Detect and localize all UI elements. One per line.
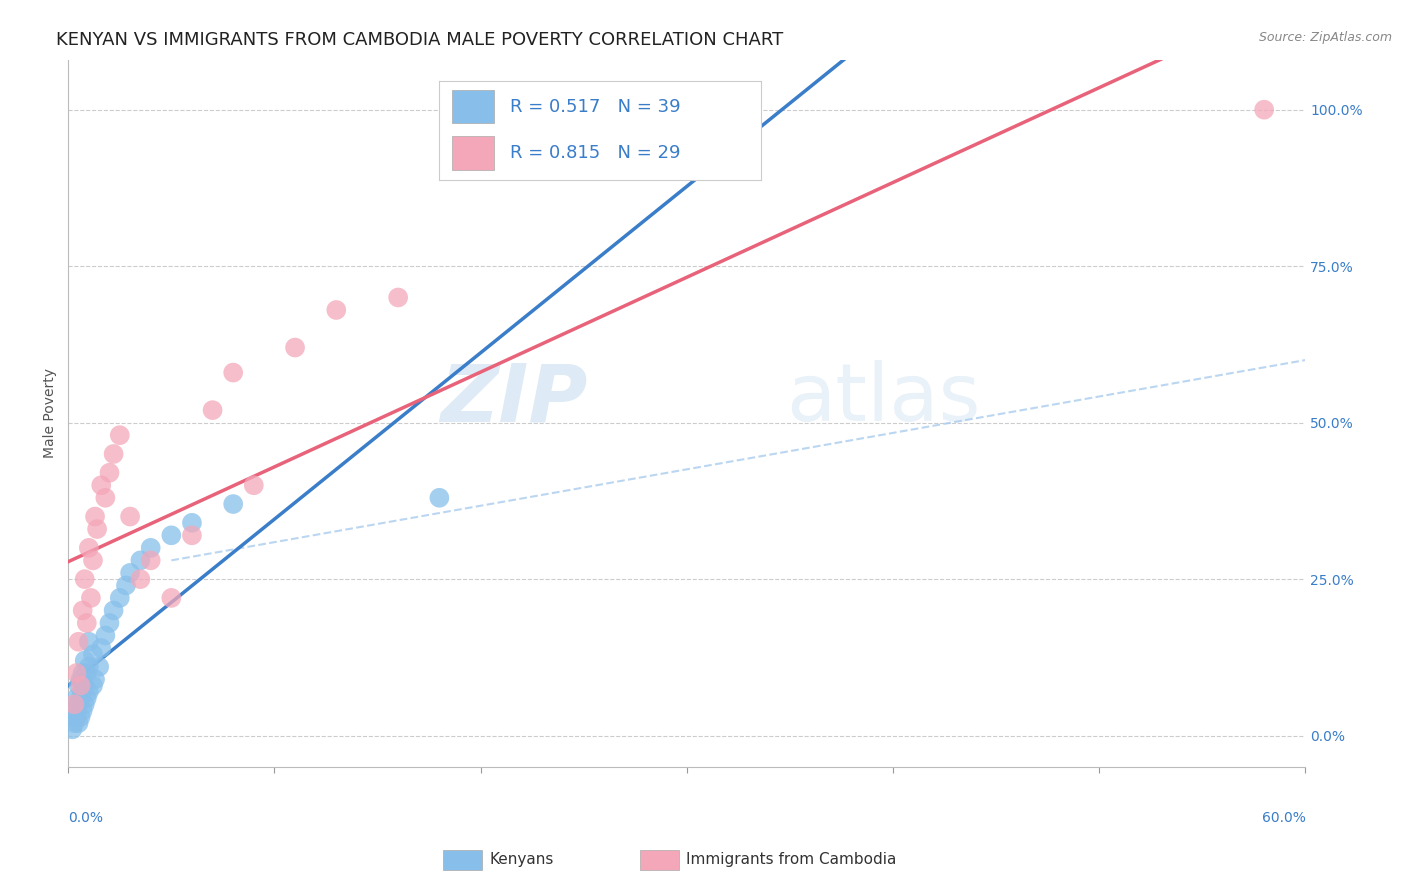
Point — [72, 704, 94, 718]
Point — [73, 698, 96, 712]
Point — [103, 603, 125, 617]
Text: 0.0%: 0.0% — [69, 811, 103, 825]
Point — [284, 341, 307, 355]
Point — [129, 553, 152, 567]
Point — [77, 660, 100, 674]
Point — [120, 566, 142, 580]
Point — [76, 666, 98, 681]
Point — [108, 591, 131, 605]
Point — [73, 572, 96, 586]
Point — [82, 679, 104, 693]
Point — [69, 691, 91, 706]
Point — [139, 541, 162, 555]
Point — [77, 634, 100, 648]
Point — [65, 691, 87, 706]
Point — [103, 447, 125, 461]
Point — [222, 366, 245, 380]
Point — [90, 478, 112, 492]
Point — [67, 634, 90, 648]
Point — [73, 653, 96, 667]
Point — [120, 509, 142, 524]
Point — [72, 685, 94, 699]
Point — [63, 698, 86, 712]
Text: KENYAN VS IMMIGRANTS FROM CAMBODIA MALE POVERTY CORRELATION CHART: KENYAN VS IMMIGRANTS FROM CAMBODIA MALE … — [56, 31, 783, 49]
Point — [77, 541, 100, 555]
Point — [65, 710, 87, 724]
Point — [181, 528, 204, 542]
Point — [429, 491, 451, 505]
Point — [63, 704, 86, 718]
Text: 60.0%: 60.0% — [1261, 811, 1305, 825]
Point — [222, 497, 245, 511]
Point — [181, 516, 204, 530]
Point — [1253, 103, 1275, 117]
Point — [76, 615, 98, 630]
Text: atlas: atlas — [786, 360, 980, 438]
Point — [72, 603, 94, 617]
Point — [72, 666, 94, 681]
Point — [94, 628, 117, 642]
Point — [73, 679, 96, 693]
Point — [60, 723, 83, 737]
Point — [325, 303, 347, 318]
Point — [77, 685, 100, 699]
Point — [160, 528, 183, 542]
Point — [98, 615, 121, 630]
Point — [201, 403, 224, 417]
Point — [67, 716, 90, 731]
Point — [84, 673, 107, 687]
Text: ZIP: ZIP — [440, 360, 588, 438]
Point — [84, 509, 107, 524]
Point — [98, 466, 121, 480]
Point — [69, 710, 91, 724]
Text: Kenyans: Kenyans — [489, 853, 554, 867]
Text: Source: ZipAtlas.com: Source: ZipAtlas.com — [1258, 31, 1392, 45]
Point — [387, 290, 409, 304]
Point — [82, 647, 104, 661]
Point — [129, 572, 152, 586]
Point — [82, 553, 104, 567]
Point — [90, 640, 112, 655]
Point — [86, 522, 108, 536]
Point — [108, 428, 131, 442]
Point — [76, 691, 98, 706]
Point — [69, 679, 91, 693]
Point — [139, 553, 162, 567]
Point — [94, 491, 117, 505]
Text: Immigrants from Cambodia: Immigrants from Cambodia — [686, 853, 897, 867]
Point — [69, 673, 91, 687]
Point — [67, 698, 90, 712]
Point — [67, 679, 90, 693]
Point — [65, 666, 87, 681]
Point — [115, 578, 138, 592]
Point — [160, 591, 183, 605]
Y-axis label: Male Poverty: Male Poverty — [44, 368, 58, 458]
Point — [80, 591, 103, 605]
Point — [63, 716, 86, 731]
Point — [89, 660, 111, 674]
Point — [243, 478, 266, 492]
